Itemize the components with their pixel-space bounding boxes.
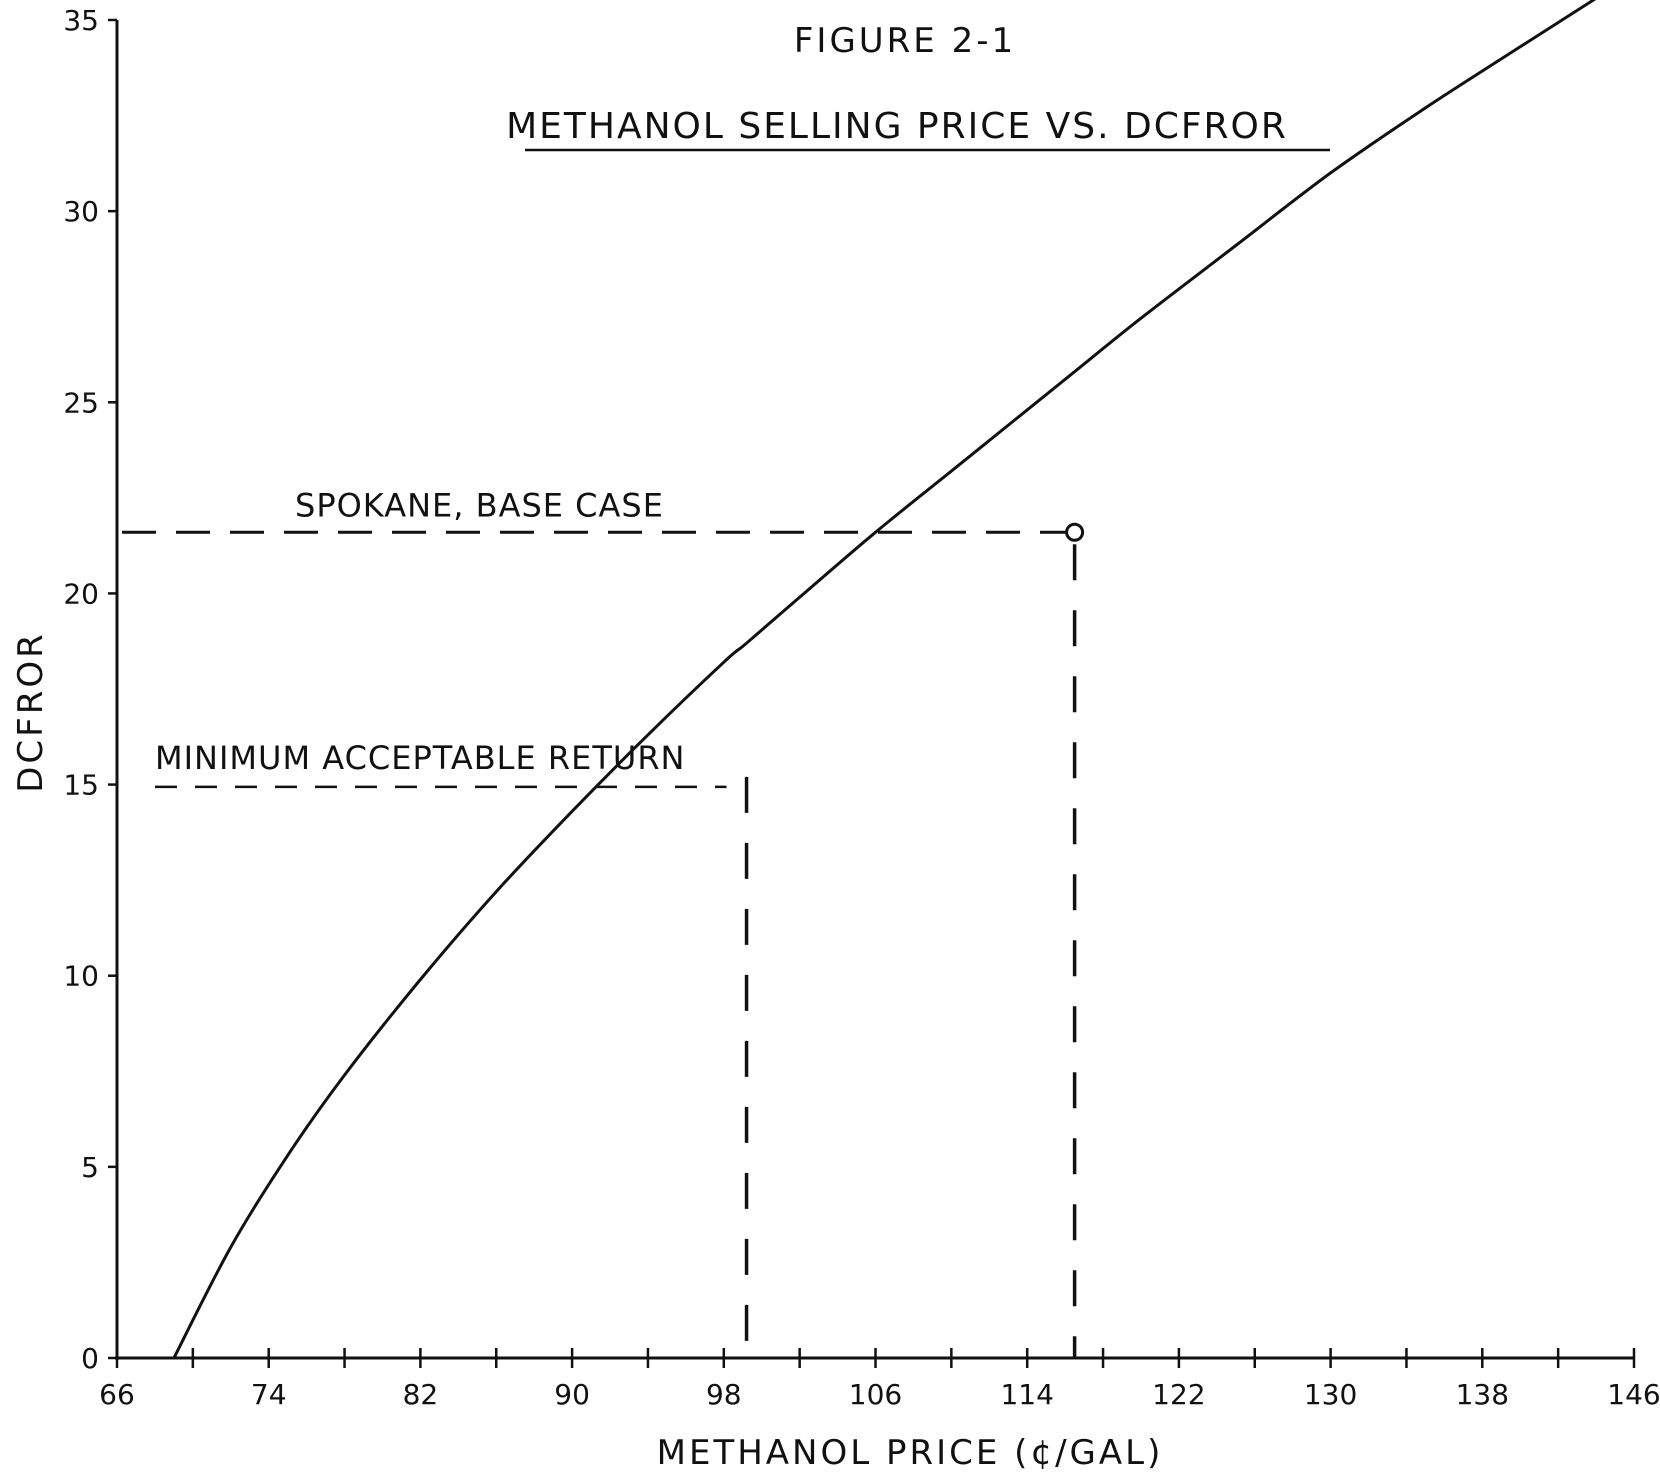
y-tick-label: 20: [63, 577, 99, 610]
y-tick-label: 10: [63, 960, 99, 993]
chart-title: METHANOL SELLING PRICE VS. DCFROR: [506, 106, 1288, 147]
reference-lines: [122, 522, 1085, 1358]
figure-label: FIGURE 2-1: [794, 21, 1016, 61]
spokane-label: SPOKANE, BASE CASE: [295, 486, 664, 524]
series-group: [172, 0, 1597, 1359]
annotations: SPOKANE, BASE CASE MINIMUM ACCEPTABLE RET…: [155, 486, 685, 777]
x-tick-label: 146: [1607, 1378, 1660, 1411]
x-tick-label: 98: [706, 1378, 742, 1411]
x-axis-title: METHANOL PRICE (¢/GAL): [657, 1433, 1164, 1473]
x-tick-label: 114: [1000, 1378, 1053, 1411]
y-tick-label: 35: [63, 4, 99, 37]
y-tick-label: 30: [63, 195, 99, 228]
y-tick-label: 15: [63, 769, 99, 802]
x-tick-label: 74: [251, 1378, 287, 1411]
spokane-marker: [1065, 522, 1085, 542]
y-tick-label: 0: [81, 1342, 99, 1375]
x-tick-label: 82: [403, 1378, 439, 1411]
mar-label: MINIMUM ACCEPTABLE RETURN: [155, 739, 685, 777]
axes: 0 5 10 15 20 25 30 35 66 74 82 90 98 106 114 122 130 138 1…: [63, 4, 1660, 1411]
y-tick-label: 25: [63, 386, 99, 419]
x-tick-label: 106: [849, 1378, 902, 1411]
y-axis-title: DCFROR: [11, 631, 51, 793]
x-tick-label: 122: [1152, 1378, 1205, 1411]
x-tick-label: 90: [554, 1378, 590, 1411]
x-tick-label: 66: [99, 1378, 135, 1411]
series-line: [172, 0, 1597, 1359]
x-tick-label: 130: [1304, 1378, 1357, 1411]
y-tick-label: 5: [81, 1151, 99, 1184]
x-tick-label: 138: [1456, 1378, 1509, 1411]
